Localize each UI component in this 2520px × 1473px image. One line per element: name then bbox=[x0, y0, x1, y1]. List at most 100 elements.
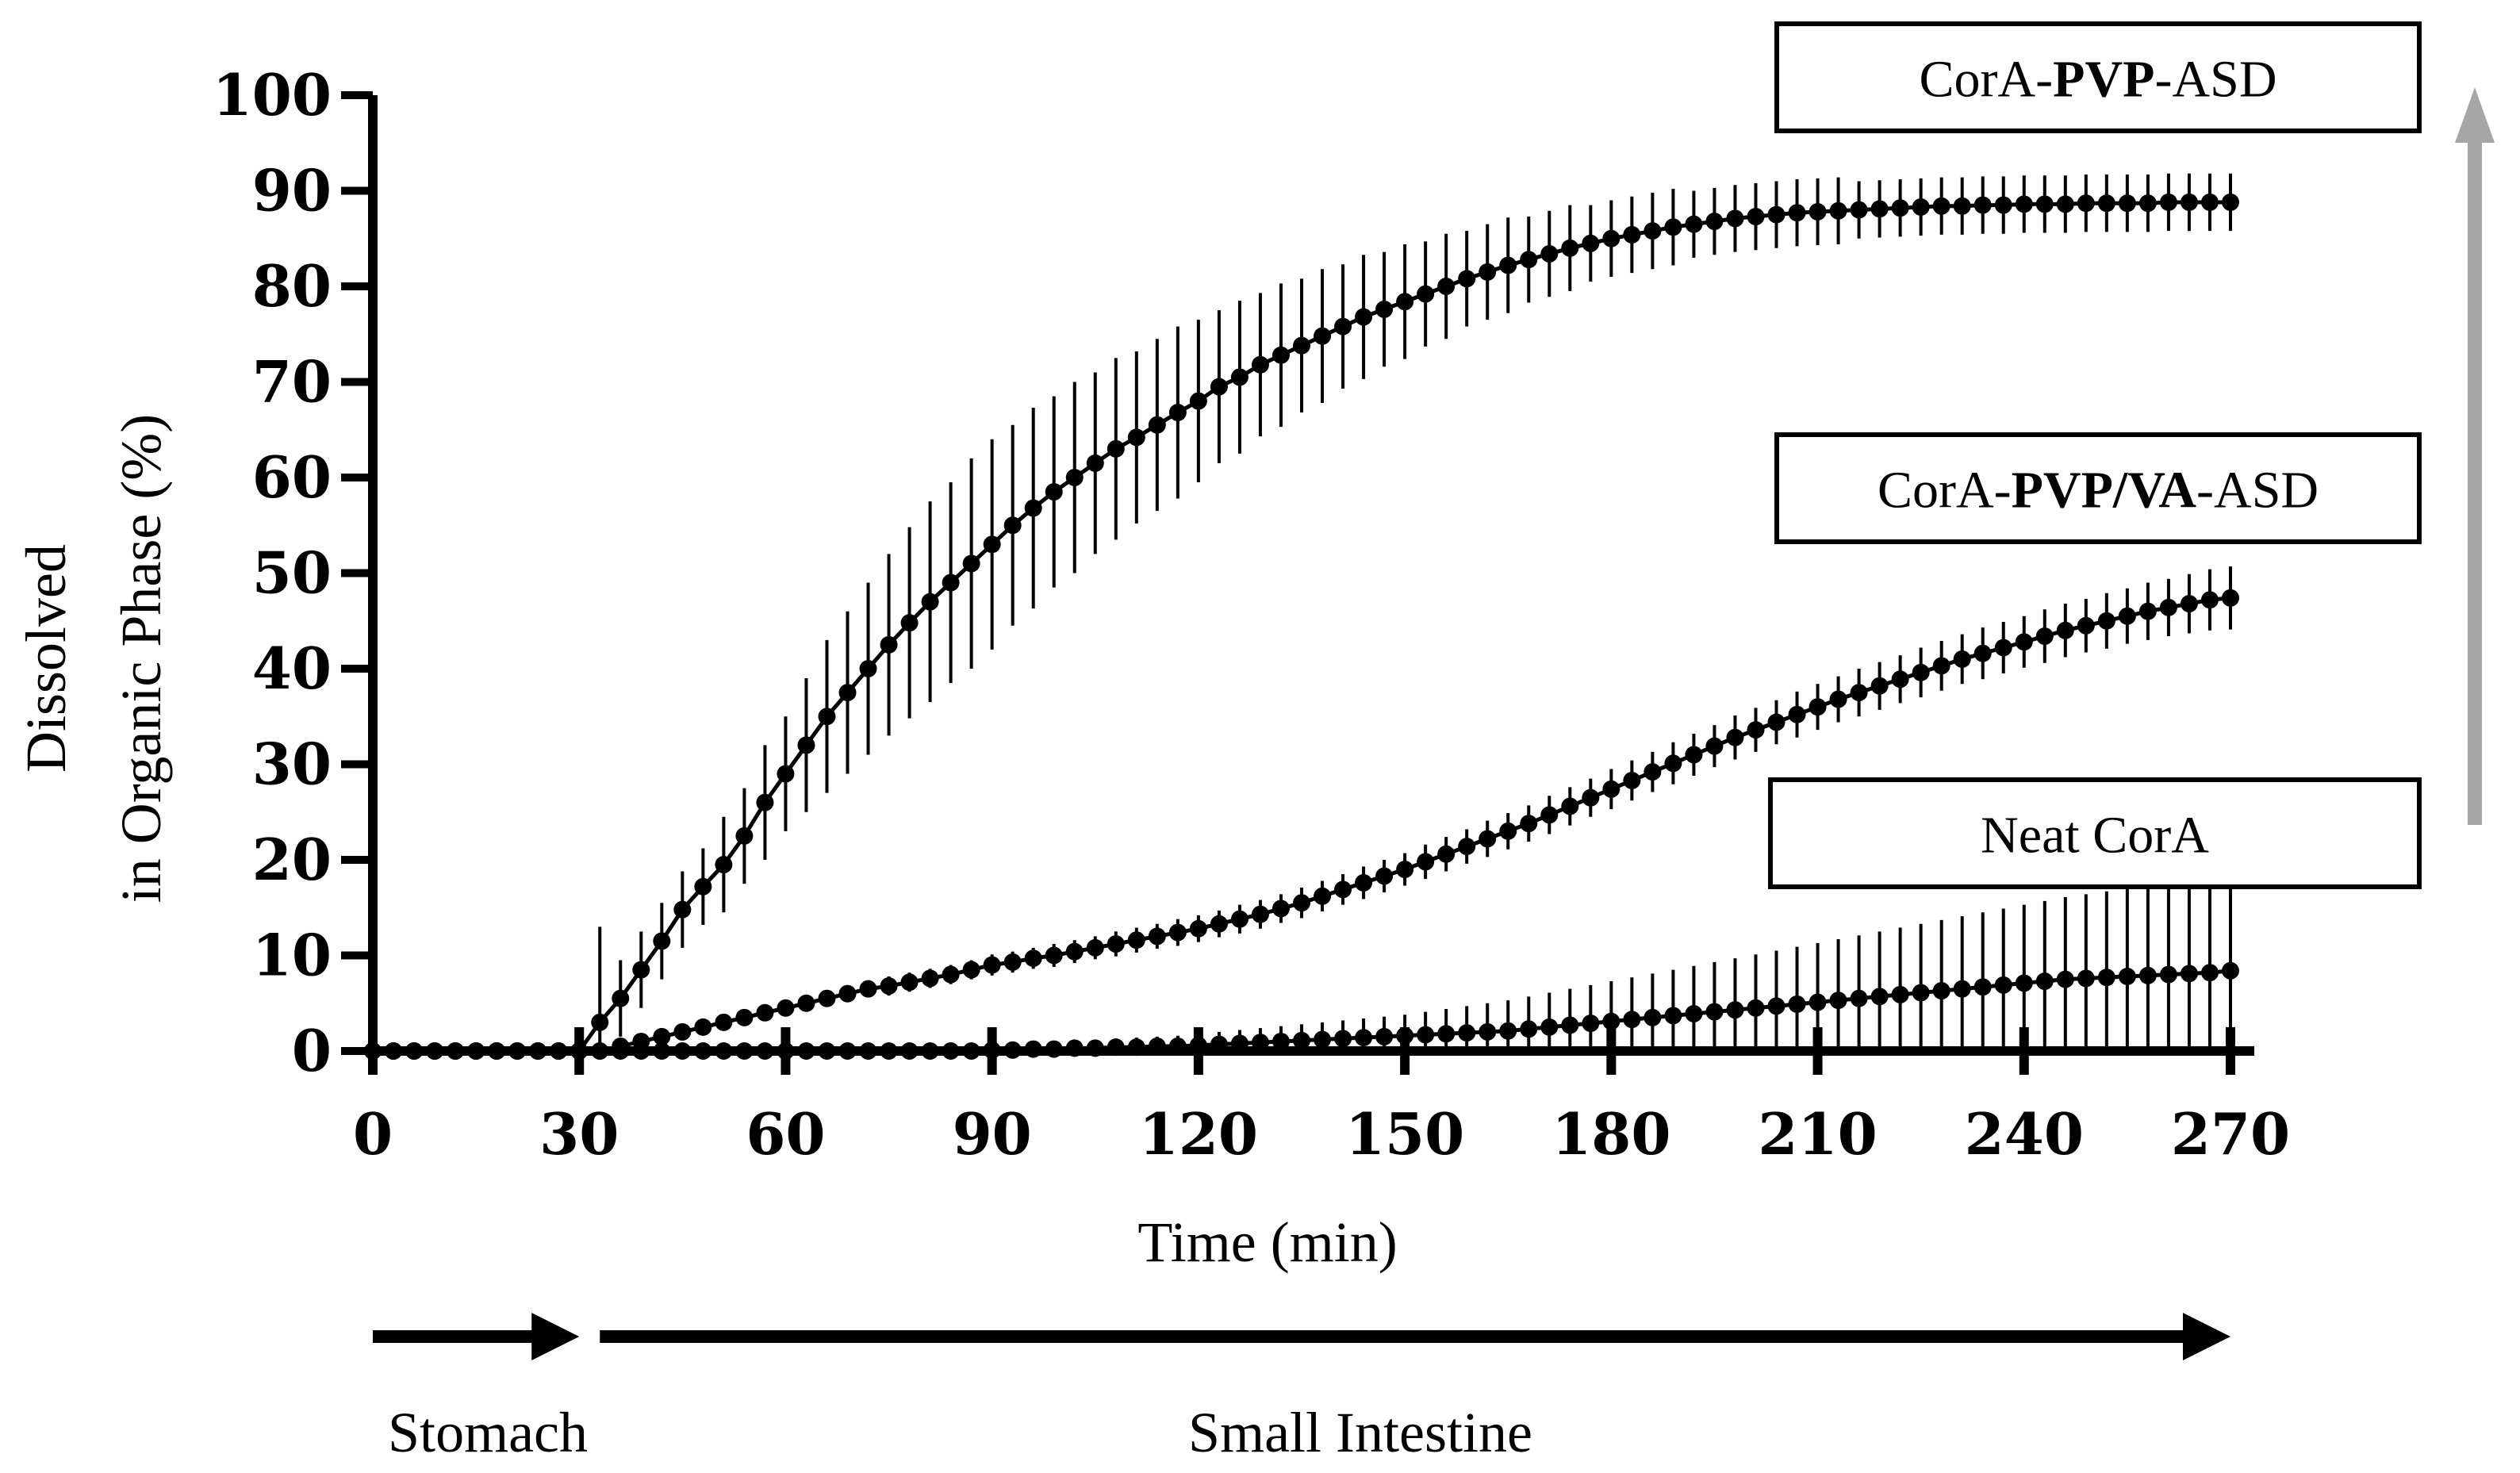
data-point bbox=[1767, 205, 1785, 224]
data-point bbox=[1127, 931, 1145, 949]
data-point bbox=[1726, 209, 1744, 228]
legend-label-part: -ASD bbox=[2154, 51, 2276, 109]
data-point bbox=[1148, 1037, 1166, 1055]
data-point bbox=[1045, 946, 1063, 965]
data-point bbox=[426, 1042, 444, 1060]
data-point bbox=[1045, 483, 1063, 501]
data-point bbox=[1664, 1007, 1682, 1025]
data-point bbox=[1829, 690, 1847, 708]
data-point bbox=[1705, 737, 1724, 755]
data-point bbox=[1767, 713, 1785, 731]
data-point bbox=[756, 1042, 774, 1060]
data-point bbox=[1107, 1038, 1125, 1057]
data-point bbox=[962, 961, 980, 979]
data-point bbox=[1375, 300, 1394, 318]
phase-label: Stomach bbox=[388, 1401, 588, 1464]
data-point bbox=[2159, 965, 2177, 984]
data-point bbox=[1210, 1035, 1228, 1053]
legend-label-part: -ASD bbox=[2196, 462, 2319, 520]
data-point bbox=[1644, 1008, 1662, 1026]
data-point bbox=[1870, 677, 1889, 695]
data-point bbox=[1788, 204, 1806, 222]
y-tick-label: 0 bbox=[292, 1017, 332, 1084]
data-point bbox=[653, 932, 671, 950]
data-point bbox=[1293, 336, 1310, 355]
data-point bbox=[1065, 469, 1084, 486]
data-point bbox=[880, 635, 898, 654]
x-tick-label: 60 bbox=[746, 1100, 825, 1168]
data-point bbox=[632, 961, 650, 979]
legend-label-part: CorA- bbox=[1878, 462, 2012, 520]
phase-1: Small Intestine bbox=[600, 1313, 2230, 1464]
data-point bbox=[1024, 949, 1042, 968]
data-point bbox=[1685, 215, 1703, 233]
data-point bbox=[2015, 195, 2033, 213]
data-point bbox=[694, 1018, 712, 1036]
data-point bbox=[1148, 416, 1166, 434]
data-point bbox=[900, 614, 919, 632]
phase-arrows: Stomach Small Intestine bbox=[373, 1313, 2230, 1464]
data-point bbox=[1375, 867, 1394, 885]
data-point bbox=[1168, 1037, 1187, 1055]
data-point bbox=[838, 684, 857, 702]
data-point bbox=[859, 980, 877, 998]
data-point bbox=[1973, 978, 1992, 996]
data-point bbox=[838, 1042, 857, 1060]
data-point bbox=[715, 1042, 733, 1060]
data-point bbox=[1210, 915, 1228, 933]
data-point bbox=[1251, 355, 1269, 374]
data-point bbox=[1870, 988, 1889, 1006]
data-point bbox=[797, 994, 815, 1012]
legend-label-part: PVP bbox=[2053, 51, 2154, 109]
data-point bbox=[1747, 208, 1765, 226]
data-point bbox=[2097, 612, 2115, 630]
data-point bbox=[591, 1013, 609, 1031]
legend-label: Neat CorA bbox=[1981, 807, 2209, 865]
data-point bbox=[1479, 830, 1497, 848]
data-point bbox=[447, 1042, 465, 1060]
data-point bbox=[1458, 838, 1476, 856]
data-point bbox=[1168, 923, 1187, 942]
data-point bbox=[467, 1042, 485, 1060]
data-point bbox=[1251, 1034, 1269, 1052]
data-point bbox=[1994, 976, 2012, 994]
legend-label-part: Neat CorA bbox=[1981, 807, 2209, 865]
data-point bbox=[1829, 992, 1847, 1010]
data-point bbox=[1437, 278, 1456, 295]
data-point bbox=[735, 1008, 754, 1026]
data-point bbox=[1355, 873, 1373, 892]
data-point bbox=[797, 1042, 815, 1060]
data-point bbox=[1520, 1020, 1538, 1038]
data-point bbox=[1644, 763, 1662, 781]
data-point bbox=[2056, 195, 2074, 213]
data-point bbox=[1747, 999, 1765, 1017]
data-point bbox=[1602, 229, 1621, 247]
data-point bbox=[529, 1042, 547, 1060]
data-point bbox=[1726, 1001, 1744, 1019]
data-point bbox=[1086, 1039, 1104, 1057]
data-point bbox=[1230, 910, 1248, 928]
data-point bbox=[1334, 880, 1352, 899]
data-point bbox=[405, 1042, 424, 1060]
data-point bbox=[1458, 1024, 1476, 1042]
data-point bbox=[756, 1003, 774, 1022]
x-tick-label: 270 bbox=[2171, 1100, 2290, 1168]
data-point bbox=[1189, 392, 1207, 410]
data-point bbox=[1829, 201, 1847, 220]
data-point bbox=[715, 856, 733, 874]
data-point bbox=[2015, 974, 2033, 992]
data-point bbox=[921, 1042, 939, 1060]
data-point bbox=[550, 1042, 568, 1060]
legend-box bbox=[1774, 432, 2422, 544]
data-point bbox=[1107, 439, 1125, 458]
data-point bbox=[1623, 771, 1641, 789]
data-point bbox=[983, 535, 1001, 554]
data-point bbox=[1375, 1027, 1394, 1045]
data-point bbox=[694, 1042, 712, 1060]
phase-arrow-head bbox=[2183, 1313, 2230, 1360]
data-point bbox=[900, 1042, 919, 1060]
data-point bbox=[818, 1042, 836, 1060]
data-point bbox=[1953, 980, 1971, 998]
data-point bbox=[2097, 969, 2115, 987]
data-point bbox=[1602, 1012, 1621, 1030]
